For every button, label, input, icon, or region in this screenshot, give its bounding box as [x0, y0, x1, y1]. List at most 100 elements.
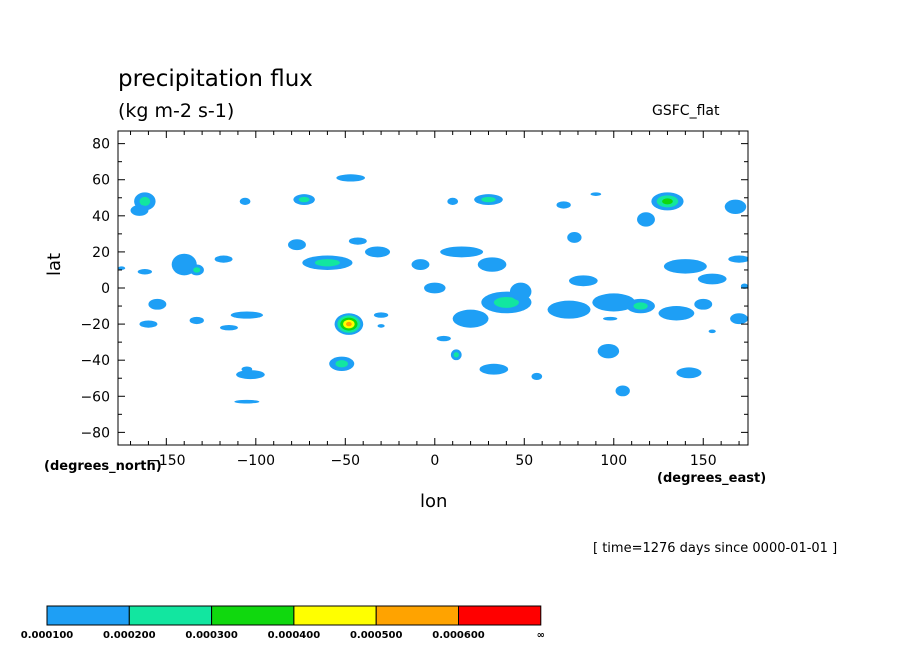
precip-level-1	[148, 298, 167, 310]
precip-cell	[477, 257, 507, 272]
precip-cell	[241, 366, 253, 372]
precip-level-1	[447, 197, 459, 205]
y-tick-label: 40	[92, 209, 110, 225]
precip-level-1	[615, 385, 630, 397]
y-tick-label: −60	[80, 389, 110, 405]
precip-cell	[137, 269, 153, 275]
precip-level-1	[241, 366, 253, 372]
precip-cell	[547, 300, 591, 319]
source-label: GSFC_flat	[652, 103, 720, 119]
colorbar-label: 0.000100	[21, 630, 74, 641]
precip-level-1	[728, 255, 748, 263]
precip-level-1	[509, 282, 532, 301]
precip-level-1	[234, 399, 260, 404]
chart-title: precipitation flux	[118, 66, 313, 92]
precip-level-2	[139, 196, 151, 206]
precip-level-1	[637, 212, 655, 227]
precip-cell	[239, 197, 251, 205]
precip-level-2	[314, 259, 340, 267]
precip-cell	[651, 192, 684, 211]
precip-cell	[708, 329, 716, 334]
precip-level-1	[377, 324, 385, 328]
precip-level-1	[663, 259, 707, 274]
chart-units: (kg m-2 s-1)	[118, 100, 235, 122]
precip-cell	[424, 282, 446, 294]
colorbar-label: 0.000300	[185, 630, 238, 641]
precip-level-1	[373, 312, 389, 318]
precip-cell	[189, 264, 204, 276]
precip-cell	[348, 237, 367, 245]
precip-cell	[479, 363, 509, 375]
precip-level-1	[531, 372, 543, 381]
precip-cell	[730, 313, 748, 325]
precip-level-1	[137, 269, 153, 275]
precip-cell	[220, 324, 238, 331]
precip-level-5	[346, 321, 352, 327]
precip-cell	[556, 201, 571, 209]
precip-level-2	[453, 352, 459, 358]
precip-cell	[626, 298, 655, 314]
x-tick-label: −150	[147, 453, 185, 469]
precip-cell	[334, 313, 364, 335]
precip-cell	[663, 259, 707, 274]
precip-level-1	[479, 363, 509, 375]
precip-level-1	[436, 335, 451, 342]
precip-cell	[336, 174, 365, 182]
precip-cell	[440, 246, 484, 258]
precip-level-1	[440, 246, 484, 258]
precip-cell	[697, 273, 727, 285]
precip-cell	[615, 385, 630, 397]
y-tick-label: −80	[80, 425, 110, 441]
precip-cell	[214, 255, 233, 263]
precip-cell	[590, 192, 602, 196]
precip-level-1	[603, 316, 618, 321]
y-units-note: (degrees_north)	[44, 459, 162, 474]
precip-level-1	[130, 204, 149, 216]
precip-cell	[592, 293, 636, 312]
precip-level-2	[633, 302, 648, 310]
precip-cell	[373, 312, 389, 318]
precip-level-2	[335, 360, 348, 368]
y-tick-label: 80	[92, 137, 110, 153]
colorbar-label: ∞	[537, 630, 545, 641]
precip-level-1	[189, 316, 204, 325]
colorbar-swatch	[293, 605, 377, 626]
y-tick-label: 60	[92, 173, 110, 189]
precip-level-1	[236, 370, 265, 380]
precip-level-1	[336, 174, 365, 182]
precip-level-2	[493, 297, 519, 308]
precip-cell	[531, 372, 543, 381]
precip-cell	[474, 194, 503, 205]
colorbar-swatch	[46, 605, 130, 626]
precip-level-1	[364, 246, 391, 258]
precip-cell	[436, 335, 451, 342]
colorbar-swatch	[375, 605, 460, 626]
precip-cell	[509, 282, 532, 301]
precip-level-1	[477, 257, 507, 272]
y-tick-label: 0	[101, 281, 110, 297]
precip-level-2	[193, 267, 201, 273]
precip-cell	[694, 298, 713, 310]
precip-level-1	[590, 192, 602, 196]
precip-level-1	[214, 255, 233, 263]
precip-cell	[293, 194, 315, 205]
x-tick-label: 150	[690, 453, 717, 469]
precip-cell	[676, 367, 702, 379]
precip-level-1	[676, 367, 702, 379]
precip-level-1	[452, 309, 489, 328]
precip-cell	[288, 239, 306, 251]
x-tick-label: −100	[237, 453, 275, 469]
precip-cell	[447, 197, 459, 205]
colorbar-label: 0.000400	[268, 630, 321, 641]
precip-level-1	[658, 306, 695, 321]
precip-cell	[364, 246, 391, 258]
colorbar-label: 0.000500	[350, 630, 403, 641]
colorbar-swatch	[458, 605, 542, 626]
precip-level-2	[298, 196, 310, 203]
precip-level-1	[230, 311, 263, 319]
precip-cell	[450, 349, 462, 361]
y-tick-label: −40	[80, 353, 110, 369]
precip-level-1	[592, 293, 636, 312]
precip-cell	[118, 266, 126, 270]
precip-level-1	[556, 201, 571, 209]
